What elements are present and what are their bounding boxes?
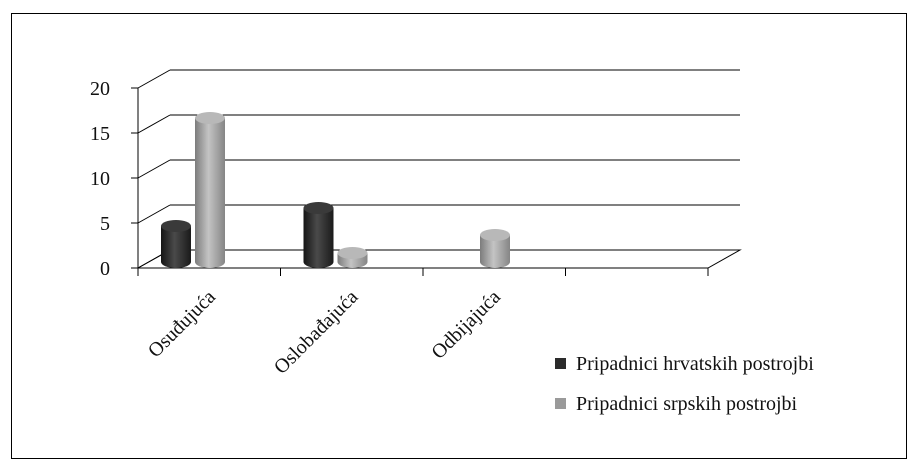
bar-top (195, 112, 225, 124)
gridline-depth (137, 159, 171, 179)
y-tick-label: 5 (100, 213, 110, 235)
chart-floor (136, 249, 742, 269)
bar-top (303, 202, 334, 214)
bar-body (195, 118, 225, 268)
legend-label: Pripadnici srpskih postrojbi (576, 393, 798, 415)
bar-body (303, 208, 334, 268)
bar-top (161, 220, 191, 232)
y-tick-label: 10 (90, 168, 110, 190)
legend: Pripadnici hrvatskih postrojbi Pripadnici… (555, 353, 814, 415)
legend-swatch (555, 358, 566, 369)
x-category-label: Odbijajuća (427, 286, 505, 364)
bar (161, 220, 191, 268)
bar-body (161, 226, 191, 268)
y-tick-label: 0 (100, 258, 110, 280)
y-tick-label: 20 (90, 78, 110, 100)
bar (480, 229, 510, 268)
x-category-label: Osuđujuća (144, 286, 220, 362)
bar (337, 247, 368, 268)
gridline-depth (137, 114, 171, 134)
y-tick-label: 15 (90, 123, 110, 145)
bar-body (480, 235, 510, 268)
bar-top (480, 229, 510, 241)
x-category-label: Oslobađajuća (270, 286, 363, 379)
bar (303, 202, 334, 268)
legend-label: Pripadnici hrvatskih postrojbi (576, 353, 814, 375)
bars-layer (161, 112, 510, 268)
gridline-depth (137, 204, 171, 224)
bar-top (337, 247, 368, 259)
bar (195, 112, 225, 268)
grid-layer (131, 69, 742, 276)
labels-layer: 0 5 10 15 20 Osuđujuća Oslobađajuća Odbijajuća (90, 78, 505, 379)
gridline-depth (137, 69, 171, 89)
legend-swatch (555, 398, 566, 409)
chart-frame (11, 13, 907, 459)
